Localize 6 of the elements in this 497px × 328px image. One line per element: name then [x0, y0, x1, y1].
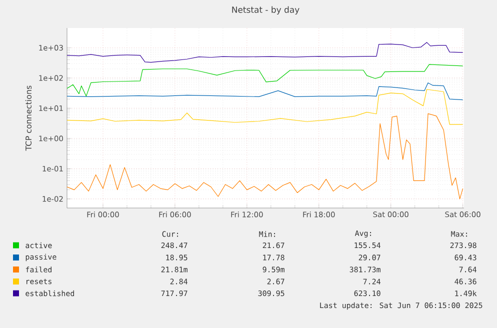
line-series	[67, 113, 464, 200]
line-series	[67, 89, 464, 125]
line-series	[67, 64, 464, 96]
line-series	[67, 42, 464, 63]
line-series	[67, 82, 464, 100]
chart-title: Netstat - by day	[232, 6, 300, 15]
